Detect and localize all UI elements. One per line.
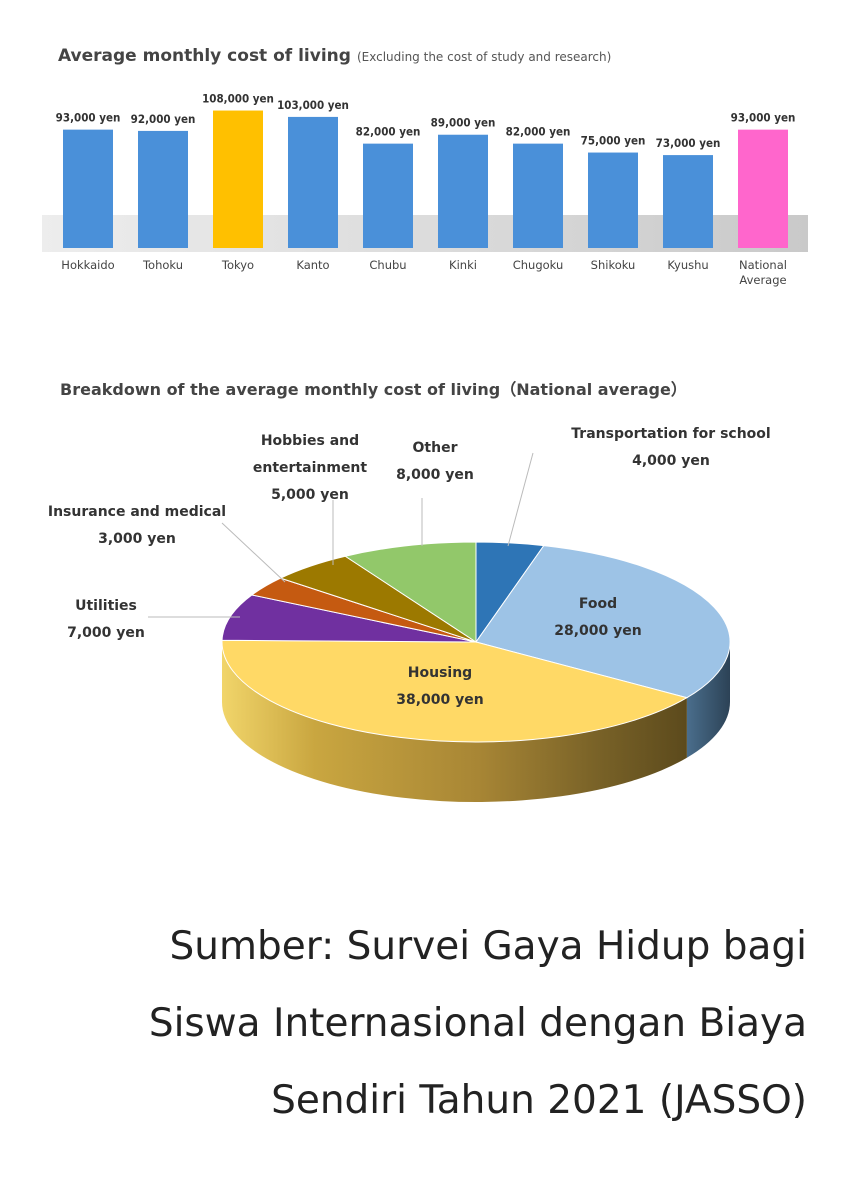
pie-chart: Transportation for school 4,000 yen Food 28… [0,360,849,860]
bar-value-label-tohoku: 92,000 yen [131,112,196,126]
bar-category-label-kanto: Kanto [296,258,329,272]
bar-tohoku [138,130,188,248]
bar-chart: 93,000 yen Hokkaido 92,000 yen Tohoku 108,00… [0,0,849,300]
pie-chart-svg: Transportation for school 4,000 yen Food 28… [48,426,771,802]
pie-label-transportation-for-school: Transportation for school 4,000 yen [571,426,770,469]
bar-category-label-kinki: Kinki [449,258,477,272]
pie-label-other: Other 8,000 yen [396,440,474,483]
bar-category-label-national-average: National Average [739,258,787,287]
bar-national-average [738,129,788,248]
bar-chugoku [513,143,563,248]
pie-slice-other [344,541,477,643]
pie-label-food: Food 28,000 yen [554,596,642,639]
bar-value-label-chubu: 82,000 yen [356,125,421,139]
bar-value-label-chugoku: 82,000 yen [506,125,571,139]
bar-value-label-shikoku: 75,000 yen [581,134,646,148]
bar-value-label-hokkaido: 93,000 yen [56,111,121,125]
source-line-1: Sumber: Survei Gaya Hidup bagi [169,924,807,969]
bar-chart-subtitle: (Excluding the cost of study and researc… [356,50,612,64]
bar-kyushu [663,155,713,248]
bar-kinki [438,134,488,248]
pie-slice-food [475,545,731,699]
pie-slice-housing [221,639,689,743]
bar-kanto [288,116,338,248]
pie-label-housing: Housing 38,000 yen [396,665,484,708]
source-caption: Sumber: Survei Gaya Hidup bagi Siswa Int… [27,908,807,1139]
bar-category-label-kyushu: Kyushu [667,258,708,272]
bar-value-label-national-average: 93,000 yen [731,111,796,125]
bar-value-label-tokyo: 108,000 yen [202,92,274,106]
bar-chart-title-text: Average monthly cost of living [58,46,351,66]
pie-label-hobbies-and-entertainment: Hobbies and entertainment 5,000 yen [253,433,368,503]
bar-category-label-shikoku: Shikoku [591,258,636,272]
bar-shikoku [588,152,638,248]
bar-category-label-hokkaido: Hokkaido [61,258,114,272]
bar-value-label-kyushu: 73,000 yen [656,136,721,150]
bar-category-label-chugoku: Chugoku [513,258,564,272]
source-line-2: Siswa Internasional dengan Biaya [148,1001,807,1046]
bar-tokyo [213,110,263,248]
bar-category-label-tokyo: Tokyo [221,258,254,272]
bar-chart-title: Average monthly cost of living (Excluding… [58,46,611,66]
pie-chart-title: Breakdown of the average monthly cost of… [60,380,687,399]
bar-chart-svg: 93,000 yen Hokkaido 92,000 yen Tohoku 108,00… [42,92,808,287]
pie-leader-line-insurance-and-medical [221,522,286,583]
pie-label-insurance-and-medical: Insurance and medical 3,000 yen [48,504,226,547]
bar-category-label-chubu: Chubu [369,258,406,272]
bar-value-label-kinki: 89,000 yen [431,116,496,130]
pie-side-housing [222,642,687,802]
bar-chubu [363,143,413,248]
source-line-3: Sendiri Tahun 2021 (JASSO) [271,1078,807,1123]
bar-category-label-tohoku: Tohoku [142,258,183,272]
bar-hokkaido [63,129,113,248]
bar-value-label-kanto: 103,000 yen [277,98,349,112]
pie-label-utilities: Utilities 7,000 yen [67,598,145,641]
pie-leader-line-transportation-for-school [507,452,534,547]
